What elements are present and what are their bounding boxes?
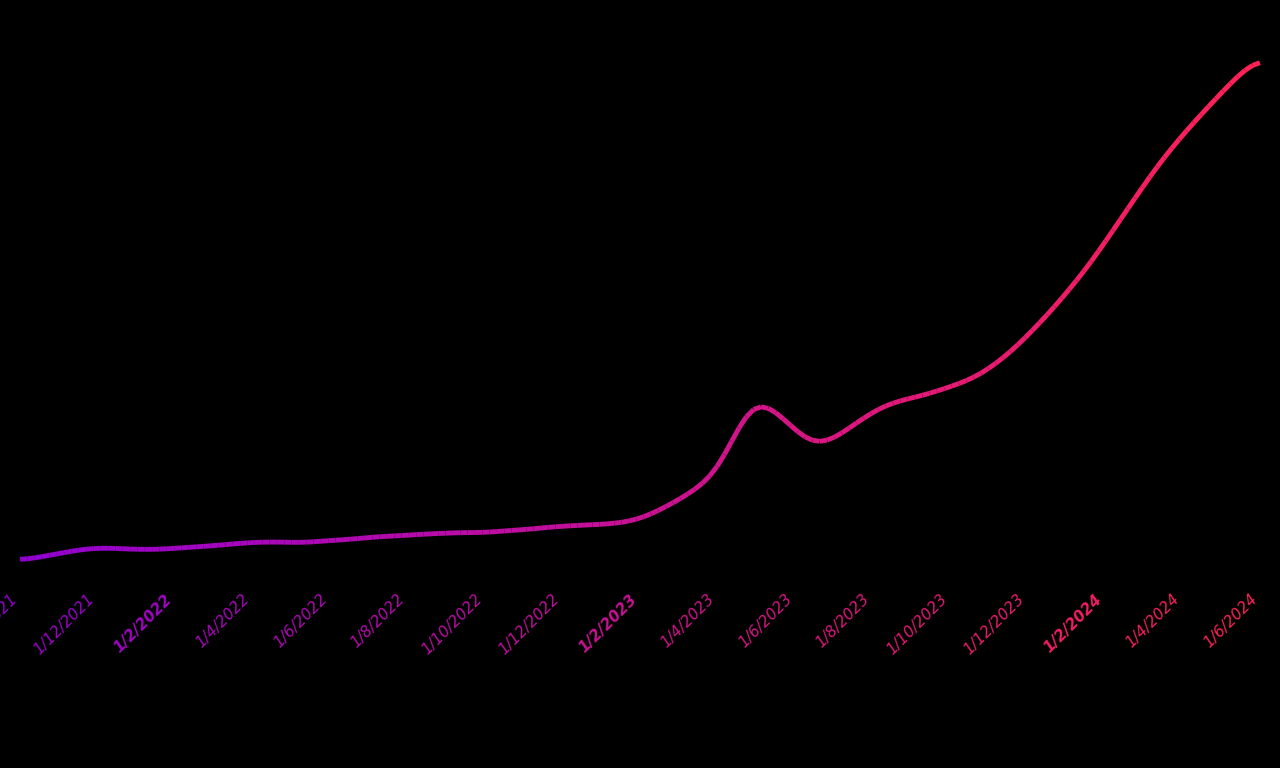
Text: 1/12/2022: 1/12/2022	[497, 591, 562, 657]
Text: 1/10/2022: 1/10/2022	[419, 591, 485, 657]
Text: 1/10/2021: 1/10/2021	[0, 591, 20, 657]
Text: 1/4/2022: 1/4/2022	[193, 591, 252, 650]
Text: 1/2/2024: 1/2/2024	[1041, 591, 1105, 655]
Text: 1/8/2023: 1/8/2023	[813, 591, 873, 650]
Text: 1/12/2021: 1/12/2021	[32, 591, 97, 657]
Text: 1/6/2023: 1/6/2023	[736, 591, 795, 650]
Text: 1/10/2023: 1/10/2023	[883, 591, 950, 657]
Text: 1/8/2022: 1/8/2022	[348, 591, 407, 650]
Text: 1/4/2024: 1/4/2024	[1123, 591, 1183, 650]
Text: 1/6/2024: 1/6/2024	[1201, 591, 1260, 650]
Text: 1/2/2023: 1/2/2023	[576, 591, 640, 655]
Text: 1/4/2023: 1/4/2023	[658, 591, 718, 650]
Text: 1/2/2022: 1/2/2022	[111, 591, 175, 655]
Text: 1/12/2023: 1/12/2023	[961, 591, 1028, 657]
Text: 1/6/2022: 1/6/2022	[271, 591, 330, 650]
